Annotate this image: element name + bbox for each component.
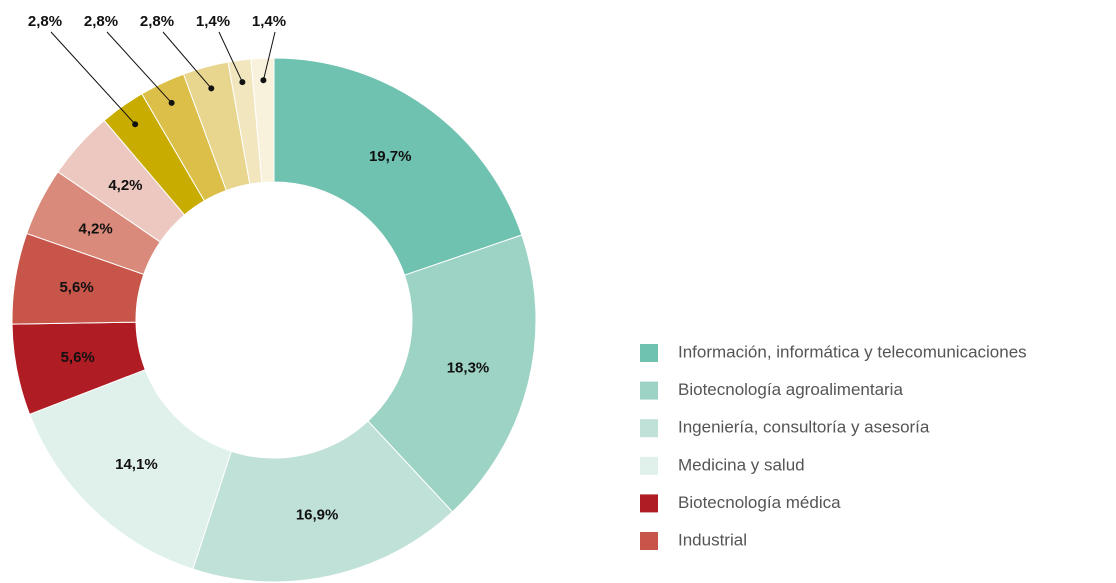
- leader-dot: [260, 77, 267, 84]
- legend-label: Biotecnología agroalimentaria: [678, 380, 903, 399]
- leader-line: [262, 31, 276, 81]
- value-label: 1,4%: [252, 13, 286, 30]
- value-label: 16,9%: [296, 506, 339, 523]
- leader-line: [218, 31, 243, 83]
- value-label: 2,8%: [28, 13, 62, 30]
- value-label: 18,3%: [447, 360, 490, 377]
- leader-dot: [208, 85, 215, 92]
- value-label: 5,6%: [61, 349, 95, 366]
- legend-label: Biotecnología médica: [678, 493, 841, 512]
- value-label: 1,4%: [196, 13, 230, 30]
- leader-dot: [239, 79, 246, 86]
- legend-label: Industrial: [678, 530, 747, 549]
- legend-swatch: [640, 532, 658, 550]
- legend-swatch: [640, 419, 658, 438]
- legend-swatch: [640, 344, 658, 362]
- legend-label: Medicina y salud: [678, 455, 805, 474]
- donut-segment: [250, 57, 275, 184]
- value-label: 14,1%: [115, 456, 158, 473]
- donut-segment: [192, 420, 454, 583]
- legend-label: Información, informática y telecomunicac…: [678, 342, 1027, 361]
- value-label: 2,8%: [84, 13, 118, 30]
- value-label: 4,2%: [108, 177, 142, 194]
- legend-swatch: [640, 456, 658, 475]
- leader-line: [162, 31, 212, 89]
- legend-swatch: [640, 494, 658, 513]
- value-label: 5,6%: [59, 279, 93, 296]
- value-label: 19,7%: [369, 148, 412, 165]
- legend-label: Ingeniería, consultoría y asesoría: [678, 418, 930, 437]
- donut-segment: [273, 57, 523, 276]
- value-label: 2,8%: [140, 13, 174, 30]
- leader-line: [106, 31, 172, 104]
- value-label: 4,2%: [78, 221, 112, 238]
- donut-segment: [367, 234, 537, 513]
- leader-dot: [168, 99, 175, 106]
- leader-line: [50, 31, 136, 125]
- legend-swatch: [640, 381, 658, 400]
- leader-dot: [132, 121, 139, 128]
- donut-segment: [28, 369, 232, 570]
